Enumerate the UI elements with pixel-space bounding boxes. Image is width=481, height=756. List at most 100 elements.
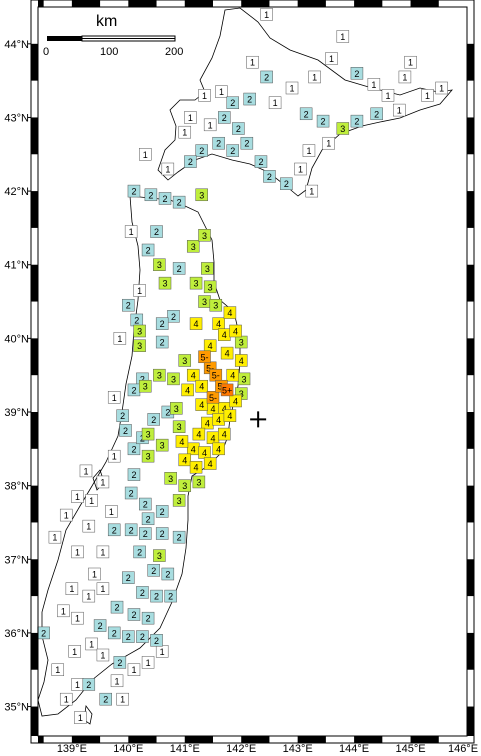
- scale-title: km: [96, 13, 117, 30]
- station-intensity-label: 2: [354, 69, 359, 79]
- station-box: [195, 144, 208, 157]
- frame-segment: [467, 412, 474, 449]
- station-marker: 1: [155, 645, 169, 658]
- frame-segment: [128, 0, 157, 7]
- station-intensity-label: 2: [236, 124, 241, 134]
- station-box: [139, 148, 152, 161]
- station-marker: 4: [186, 368, 200, 382]
- station-marker: 1: [421, 89, 434, 102]
- station-intensity-label: 4: [208, 341, 213, 351]
- station-intensity-label: 2: [154, 636, 159, 646]
- station-marker: 1: [336, 30, 350, 43]
- station-box: [243, 92, 256, 106]
- station-box: [167, 310, 180, 323]
- station-intensity-label: 1: [112, 452, 117, 462]
- station-intensity-label: 1: [100, 477, 105, 487]
- station-intensity-label: 1: [439, 84, 444, 94]
- station-intensity-label: 2: [247, 95, 252, 105]
- station-marker: 2: [147, 413, 160, 426]
- frame-segment: [38, 736, 44, 743]
- frame-segment: [467, 338, 474, 376]
- station-marker: 2: [243, 92, 256, 106]
- station-marker: 1: [71, 545, 84, 559]
- station-box: [268, 96, 282, 109]
- frame-segment: [467, 43, 474, 81]
- station-intensity-label: 2: [143, 529, 148, 539]
- station-marker: 2: [122, 630, 135, 643]
- station-intensity-label: 2: [244, 139, 249, 149]
- station-intensity-label: 4: [179, 437, 184, 447]
- station-intensity-label: 1: [312, 72, 317, 82]
- station-marker: 2: [141, 611, 155, 625]
- station-marker: 4: [195, 379, 208, 393]
- station-marker: 2: [139, 497, 152, 511]
- station-marker: 2: [155, 527, 169, 540]
- station-intensity-label: 1: [219, 87, 224, 97]
- station-intensity-label: 2: [140, 588, 145, 598]
- station-intensity-label: 3: [177, 422, 182, 432]
- station-marker: 2: [161, 567, 175, 581]
- station-intensity-label: 3: [242, 374, 247, 384]
- station-intensity-label: 2: [146, 514, 151, 524]
- station-box: [161, 162, 175, 176]
- station-box: [153, 549, 166, 562]
- station-marker: 3: [170, 402, 183, 415]
- station-intensity-label: 2: [321, 117, 326, 127]
- station-marker: 2: [116, 409, 129, 422]
- station-box: [229, 394, 242, 408]
- frame-segment: [297, 0, 326, 7]
- station-box: [122, 630, 135, 643]
- station-box: [192, 427, 206, 441]
- station-marker: 1: [51, 663, 65, 676]
- station-box: [186, 240, 200, 253]
- station-intensity-label: 5-: [201, 352, 209, 362]
- frame-segment: [31, 43, 38, 81]
- station-box: [141, 656, 155, 669]
- station-intensity-label: 1: [75, 492, 80, 502]
- station-marker: 4: [223, 306, 237, 319]
- station-intensity-label: 4: [194, 319, 199, 329]
- frame-segment: [31, 338, 38, 376]
- station-intensity-label: 2: [140, 632, 145, 642]
- station-marker: 2: [122, 571, 135, 584]
- station-intensity-label: 3: [182, 356, 187, 366]
- station-intensity-label: 5-: [212, 371, 220, 381]
- station-intensity-label: 1: [64, 511, 69, 521]
- station-box: [153, 368, 166, 382]
- station-marker: 1: [116, 692, 129, 706]
- station-box: [107, 626, 121, 640]
- station-intensity-label: 2: [126, 632, 131, 642]
- station-marker: 3: [139, 379, 152, 393]
- station-box: [127, 608, 141, 621]
- station-intensity-label: 2: [154, 592, 159, 602]
- station-box: [79, 464, 93, 478]
- station-marker: 1: [74, 711, 87, 724]
- station-marker: 2: [127, 608, 141, 621]
- station-box: [336, 30, 350, 43]
- station-box: [68, 645, 81, 658]
- station-marker: 4: [226, 368, 239, 382]
- station-box: [172, 195, 186, 209]
- station-marker: 1: [161, 162, 175, 176]
- station-marker: 1: [88, 567, 101, 581]
- station-marker: 2: [136, 630, 149, 643]
- station-intensity-label: 3: [146, 430, 151, 440]
- station-intensity-label: 2: [162, 194, 167, 204]
- station-intensity-label: 1: [208, 120, 213, 130]
- station-intensity-label: 4: [196, 430, 201, 440]
- station-box: [203, 118, 217, 132]
- station-marker: 3: [178, 354, 192, 367]
- station-box: [184, 111, 197, 124]
- frame-segment: [31, 412, 38, 449]
- station-intensity-label: 2: [160, 338, 165, 348]
- station-marker: 2: [195, 144, 208, 157]
- station-marker: 4: [212, 317, 225, 330]
- station-box: [229, 324, 242, 338]
- station-marker: 2: [158, 192, 172, 205]
- station-marker: 4: [218, 328, 231, 341]
- station-marker: 1: [139, 148, 152, 161]
- station-marker: 2: [155, 335, 169, 349]
- station-box: [198, 229, 211, 242]
- station-marker: 1: [110, 674, 124, 688]
- station-box: [184, 155, 197, 168]
